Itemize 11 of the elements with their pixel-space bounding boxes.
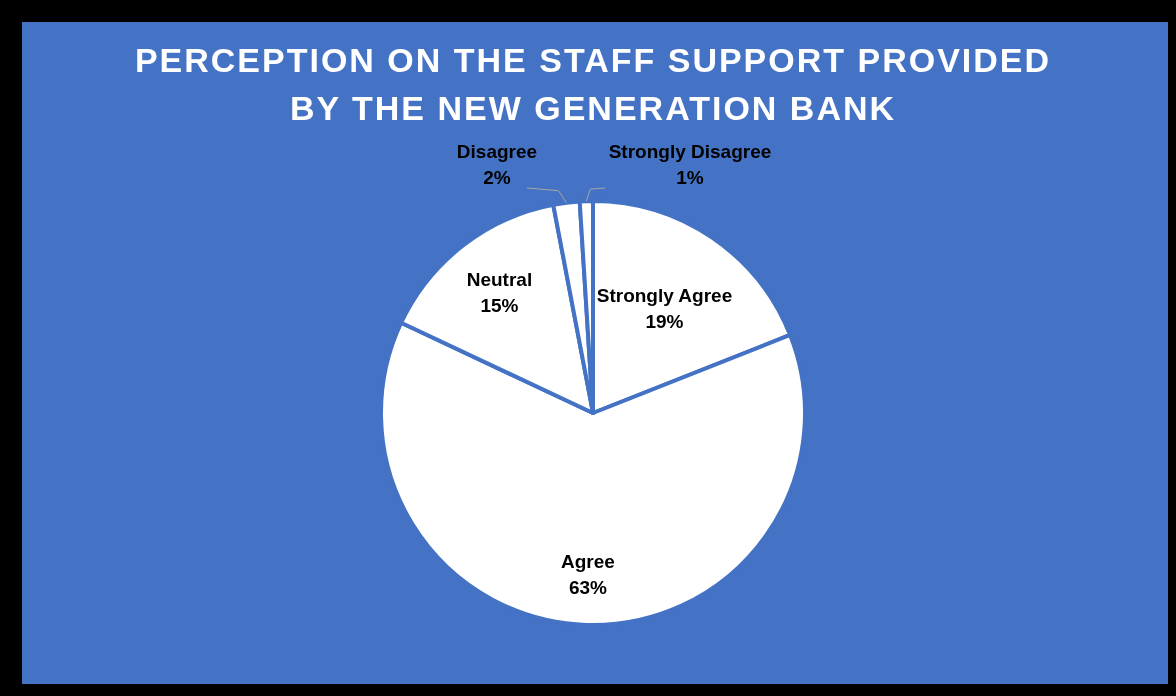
data-label: 19% bbox=[645, 310, 684, 332]
data-label: 15% bbox=[480, 295, 519, 317]
slice-label: Strongly Agree bbox=[596, 284, 733, 306]
data-label: 1% bbox=[676, 167, 704, 188]
chart-title: PERCEPTION ON THE STAFF SUPPORT PROVIDED BY THE NEW GENERATION BANK bbox=[134, 41, 1052, 127]
data-label: 2% bbox=[483, 167, 511, 188]
slice-label: Neutral bbox=[466, 269, 533, 291]
slice-label: Agree bbox=[561, 551, 615, 573]
data-label: 63% bbox=[568, 577, 608, 599]
slice-label: Disagree bbox=[456, 141, 538, 162]
slice-label: Strongly Disagree bbox=[608, 141, 772, 162]
